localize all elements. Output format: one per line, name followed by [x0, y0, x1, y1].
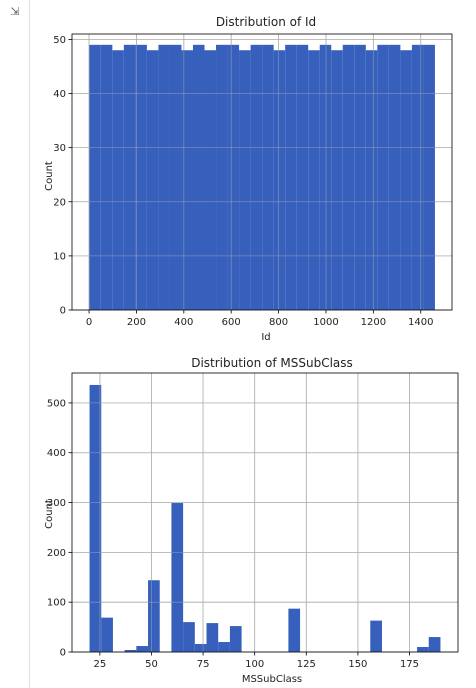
histogram-bar [158, 44, 170, 311]
histogram-bar [428, 637, 441, 652]
histogram-bar [123, 44, 136, 311]
histogram-bar [181, 50, 193, 311]
y-tick-label: 500 [47, 398, 66, 409]
histogram-bar [124, 650, 137, 652]
histogram-bar [400, 50, 412, 311]
histogram-bar [417, 647, 429, 652]
x-axis-label: Id [261, 332, 270, 343]
histogram-bar [218, 642, 230, 652]
y-tick-label: 0 [60, 306, 66, 317]
y-tick-label: 0 [60, 648, 66, 659]
histogram-bar [194, 644, 207, 652]
histogram-bar [169, 44, 182, 311]
chart-svg: Distribution of Id 0 200 400 600 800 1000 1200… [44, 15, 453, 343]
x-tick-label: 1400 [408, 317, 433, 328]
x-tick-label: 1000 [313, 317, 338, 328]
histogram-bar [216, 44, 228, 311]
y-tick-label: 400 [47, 448, 66, 459]
y-axis-label: Count [44, 161, 55, 191]
histogram-bar [308, 50, 320, 311]
x-tick-label: 400 [174, 317, 193, 328]
x-tick-label: 100 [245, 659, 264, 670]
x-axis-label: MSSubClass [242, 674, 302, 685]
histogram-bar [227, 44, 240, 311]
histogram-bar [89, 384, 102, 652]
chart-mssubclass-distribution: Distribution of MSSubClass 25 50 75 100 125 1… [30, 346, 476, 686]
histogram-bar [288, 608, 301, 652]
plot-frame [71, 372, 459, 653]
x-tick-label: 1200 [361, 317, 386, 328]
histogram-bar [100, 44, 113, 311]
x-tick-label: 0 [86, 317, 92, 328]
histogram-bar [365, 50, 378, 311]
histogram-bar [319, 44, 332, 311]
y-tick-label: 200 [47, 548, 66, 559]
histogram-bar [354, 44, 366, 311]
histogram-bar [342, 44, 355, 311]
histogram-bar [262, 44, 274, 311]
histogram-bar [388, 44, 401, 311]
histogram-bar [285, 44, 297, 311]
gutter-divider [29, 0, 30, 688]
histogram-bar [273, 50, 286, 311]
histogram-bar [89, 44, 101, 311]
histogram-bar [192, 44, 205, 311]
x-tick-label: 800 [269, 317, 288, 328]
y-tick-label: 10 [53, 251, 66, 262]
x-tick-label: 600 [222, 317, 241, 328]
plot-frame [71, 33, 453, 311]
x-tick-label: 125 [297, 659, 316, 670]
y-axis-label: Count [44, 499, 55, 529]
histogram-bar [296, 44, 309, 311]
y-tick-label: 40 [53, 89, 66, 100]
chart-id-distribution: Distribution of Id 0 200 400 600 800 1000 1200… [30, 4, 476, 344]
x-tick-label: 75 [197, 659, 210, 670]
histogram-bar [250, 44, 263, 311]
x-tick-label: 150 [348, 659, 367, 670]
histogram-bar [239, 50, 251, 311]
histogram-bar [370, 620, 382, 652]
histogram-bar [101, 617, 113, 652]
chart-title: Distribution of Id [216, 15, 316, 29]
histogram-bar [204, 50, 217, 311]
x-tick-label: 200 [127, 317, 146, 328]
histogram-bar [112, 50, 124, 311]
histogram-bar [411, 44, 424, 311]
histogram-bar [146, 50, 159, 311]
histogram-bar [148, 580, 160, 652]
histogram-bar [229, 626, 242, 652]
x-tick-label: 25 [93, 659, 106, 670]
x-tick-label: 175 [400, 659, 419, 670]
histogram-bar [331, 50, 343, 311]
histogram-bar [206, 623, 219, 652]
chart-title: Distribution of MSSubClass [191, 356, 353, 370]
output-toggle-icon[interactable]: ⇲ [10, 5, 20, 18]
y-tick-label: 100 [47, 598, 66, 609]
y-tick-label: 300 [47, 498, 66, 509]
x-tick-label: 50 [145, 659, 158, 670]
y-tick-label: 50 [53, 35, 66, 46]
y-tick-label: 30 [53, 143, 66, 154]
histogram-bar [423, 44, 435, 311]
histogram-bar [171, 503, 184, 652]
output-gutter: ⇲ [0, 0, 30, 688]
histogram-bar [136, 646, 149, 652]
histogram-bar [183, 622, 195, 652]
y-tick-label: 20 [53, 197, 66, 208]
histogram-bar [135, 44, 147, 311]
chart-svg: Distribution of MSSubClass 25 50 75 100 125 1… [44, 356, 459, 685]
histogram-bar [377, 44, 389, 311]
